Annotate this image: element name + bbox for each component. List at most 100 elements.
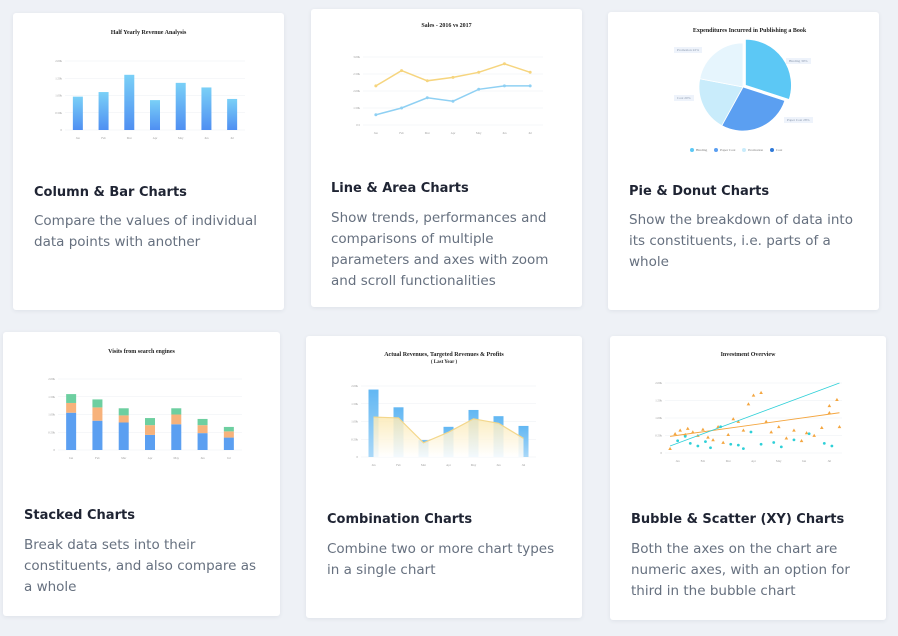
x-tick-label: Jan [374, 131, 378, 135]
x-tick-label: Jun [200, 456, 205, 460]
scatter-point [772, 441, 776, 444]
scatter-point [696, 444, 700, 448]
stacked-bar-segment [197, 433, 208, 450]
card-title[interactable]: Bubble & Scatter (XY) Charts [631, 512, 845, 527]
x-tick-label: Jan [372, 463, 376, 467]
pie-label-promotion: Promotion 22% [674, 47, 703, 53]
scatter-point [759, 442, 763, 446]
x-tick-label: Jul [828, 459, 832, 463]
data-point [528, 84, 532, 88]
card-title[interactable]: Column & Bar Charts [34, 185, 187, 200]
chart-subtitle: ( Last Year ) [430, 360, 458, 365]
stacked-bar-segment [118, 422, 129, 450]
stacked-bar-segment [171, 424, 182, 450]
scatter-point [704, 440, 707, 444]
card-title[interactable]: Stacked Charts [24, 508, 135, 523]
legend-item: Paper Cost [714, 148, 735, 153]
stacked-bar-segment [92, 420, 103, 450]
stacked-bar-segment [118, 408, 129, 416]
pie-slice [698, 78, 744, 127]
scatter-point [792, 438, 796, 442]
x-tick-label: Jul [227, 456, 231, 460]
chart-title: Visits from search engines [108, 349, 175, 355]
stacked-bar-segment [66, 394, 77, 403]
bar [201, 87, 212, 130]
scatter-point [769, 430, 773, 434]
x-tick-label: Jul [522, 463, 526, 467]
stacked-bar-segment [145, 425, 155, 435]
card-title[interactable]: Combination Charts [327, 512, 473, 527]
scatter-point [799, 438, 804, 443]
legend-item: Cost [769, 148, 782, 153]
chart-card-stacked[interactable]: Visits from search engines 2.00k 1.50k 1.0… [3, 332, 280, 616]
data-point [502, 62, 506, 66]
bar [175, 82, 186, 130]
stacked-bar-segment [92, 399, 103, 408]
bar [150, 100, 160, 130]
x-tick-label: Mar [421, 463, 426, 467]
stacked-bar-segment [171, 408, 182, 415]
card-description: Show the breakdown of data into its cons… [629, 212, 853, 270]
scatter-point [822, 441, 826, 445]
chart-card-pie-donut[interactable]: Expenditures Incurred in Publishing a Bo… [608, 12, 879, 310]
data-point [374, 113, 378, 117]
card-title[interactable]: Line & Area Charts [331, 181, 469, 196]
x-tick-label: Jul [528, 131, 532, 135]
x-tick-label: May [476, 131, 482, 135]
scatter-point [827, 410, 832, 415]
scatter-chart-thumbnail: 2.00k 1.50k 1.00k 0.50k 0 Jan Feb Mar Apr May Jun J… [655, 381, 842, 463]
x-tick-label: May [178, 136, 184, 140]
y-tick-label: 0.50k [55, 111, 62, 115]
scatter-point [837, 424, 842, 429]
stacked-chart-thumbnail: 2.00k 1.50k 1.00k 0.50k 0 Jan Feb Mar Apr May Jun J… [48, 377, 242, 460]
y-tick-label: 1.00k [48, 413, 55, 417]
chart-card-combination[interactable]: Actual Revenues, Targeted Revenues & Pro… [306, 336, 582, 618]
scatter-point [776, 424, 781, 429]
combination-chart-thumbnail: 2.00k 1.50k 1.00k 0.50k 0 Jan Feb Mar Apr May Jun J… [351, 384, 536, 467]
scatter-point [835, 397, 839, 402]
x-tick-label: Jan [676, 459, 680, 463]
scatter-point [709, 446, 712, 450]
x-tick-label: Jan [76, 136, 80, 140]
stacked-bar-segment [118, 415, 129, 423]
chart-title: Half Yearly Revenue Analysis [110, 30, 187, 36]
y-tick-label: 2.00k [351, 384, 358, 388]
y-tick-label: 0.50k [48, 430, 55, 434]
scatter-point [721, 440, 725, 444]
scatter-point [711, 438, 715, 442]
chart-card-line-area[interactable]: Sales - 2016 vs 2017 3.00k 2.50k 2.00k 1.50… [311, 9, 582, 307]
y-tick-label: 0.50k [655, 434, 662, 438]
stacked-bar-segment [223, 437, 234, 450]
x-tick-label: May [174, 456, 180, 460]
scatter-point [691, 430, 695, 434]
chart-card-column-bar[interactable]: Half Yearly Revenue Analysis 2.00k 1.50k 1… [13, 13, 284, 310]
pie-slice [699, 42, 744, 88]
card-title[interactable]: Pie & Donut Charts [629, 184, 770, 199]
x-tick-label: Feb [701, 459, 706, 463]
card-description: Break data sets into their constituents,… [24, 537, 257, 595]
x-tick-label: Jun [802, 459, 807, 463]
scatter-point [812, 433, 816, 437]
card-description: Both the axes on the chart are numeric a… [631, 541, 850, 599]
scatter-point [683, 432, 688, 437]
x-tick-label: Mar [121, 456, 126, 460]
scatter-point [676, 439, 680, 443]
x-tick-label: Apr [148, 456, 153, 460]
y-tick-label: 1.50k [655, 399, 662, 403]
y-tick-label: 2.00k [48, 377, 55, 381]
pie-legend: Binding Paper Cost Promotion Cost [690, 148, 788, 153]
x-tick-label: Mar [726, 459, 731, 463]
stacked-bar-segment [223, 426, 234, 432]
chart-card-bubble-scatter[interactable]: Investment Overview 2.00k 1.50k 1.00k 0.50k… [610, 336, 886, 620]
y-tick-label: 1.50k [353, 106, 360, 110]
data-point [477, 87, 481, 91]
scatter-point [779, 445, 783, 449]
pie-chart-thumbnail [698, 38, 792, 132]
scatter-point [807, 432, 811, 436]
y-tick-label: 1.50k [351, 402, 358, 406]
scatter-point [678, 428, 682, 432]
data-point [451, 99, 455, 103]
chart-title: Actual Revenues, Targeted Revenues & Pro… [384, 352, 504, 358]
data-point [477, 70, 481, 74]
x-tick-label: Mar [127, 136, 132, 140]
